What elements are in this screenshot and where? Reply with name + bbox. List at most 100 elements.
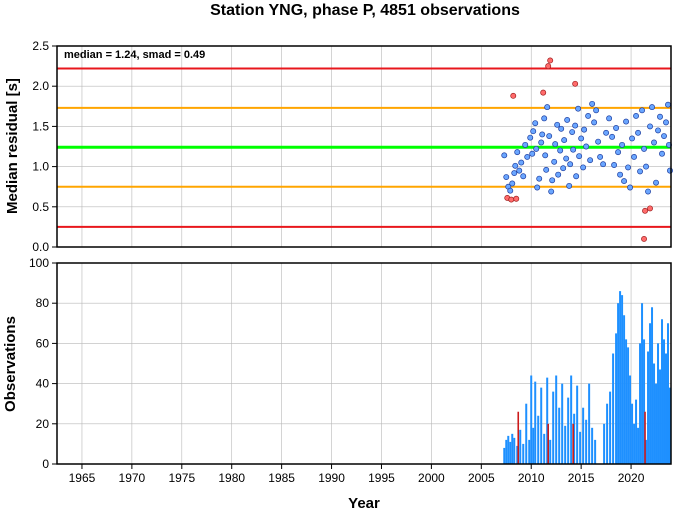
residual-point [564,117,571,123]
outlier-point [641,236,647,242]
residual-point [543,166,550,173]
residual-point [566,182,573,189]
residual-point [530,128,537,135]
residual-y-ticks: 0.0 0.5 1.0 1.5 2.0 2.5 [32,39,57,254]
residual-point [572,122,579,129]
residual-y-tick-label: 0.0 [32,240,49,254]
residual-point [544,104,551,111]
observations-y-tick-label: 80 [36,296,50,310]
residual-point [524,154,531,160]
x-tick-label: 1975 [168,471,195,485]
residual-y-tick-label: 2.5 [32,39,49,53]
residual-point [580,164,587,171]
residual-point [617,171,624,178]
residual-point [581,126,588,133]
residual-point [533,145,540,152]
x-tick-label: 2010 [518,471,545,485]
outlier-point [545,63,552,70]
residual-point [603,129,610,136]
residual-point [503,174,510,181]
residual-point [512,162,519,169]
residual-point [637,168,644,175]
residual-point [552,141,559,148]
residual-point [516,167,523,174]
outlier-point [508,196,515,203]
residual-point [534,184,541,191]
outlier-point [513,195,520,202]
residual-y-tick-label: 1.5 [32,119,49,133]
x-tick-label: 2020 [618,471,645,485]
residual-point [643,163,649,170]
residual-point [573,173,580,180]
residual-point [551,158,558,165]
outlier-point [572,80,579,87]
residual-point [578,135,585,142]
residual-point [647,123,653,130]
residual-point [518,159,525,166]
stats-annotation: median = 1.24, smad = 0.49 [64,49,205,61]
residual-point [558,125,565,132]
residual-point [593,107,600,114]
residual-point [567,161,574,168]
residual-point [520,173,527,180]
observations-y-tick-label: 40 [36,377,50,391]
residual-point [538,139,545,146]
residual-point [645,188,651,195]
residual-point [635,129,642,136]
residual-point [527,134,534,141]
residual-point [555,171,562,178]
residual-point [631,154,638,160]
residual-point [569,129,576,135]
residual-point [557,147,564,154]
residual-panel: 0.0 0.5 1.0 1.5 2.0 2.5 median = 1.24, smad =… [4,39,673,254]
residual-point [541,115,548,122]
residual-point [667,167,673,174]
observations-bars [503,291,672,464]
observations-y-ticks: 0 20 40 60 80 100 [29,256,57,471]
residual-point [509,180,516,187]
observations-panel-frame [56,262,672,465]
residual-point [641,145,647,152]
residual-point [659,150,665,157]
residual-point [587,157,594,164]
residual-point [600,161,607,168]
outlier-point [647,205,653,212]
residual-point [561,137,568,144]
residual-point [597,154,604,160]
x-tick-label: 2000 [418,471,445,485]
residual-point [532,120,539,127]
x-tick-label: 1985 [268,471,295,485]
residual-y-tick-label: 2.0 [32,79,49,93]
residual-point [621,178,628,185]
residual-point [539,131,546,138]
x-axis-ticks: 1965 1970 1975 1980 1985 1990 1995 2000 2005 2010… [69,464,645,485]
x-tick-label: 2005 [468,471,495,485]
residual-point [633,112,640,119]
residual-point [546,133,553,139]
residual-point [623,118,630,125]
residual-y-tick-label: 0.5 [32,200,49,214]
x-tick-label: 1990 [318,471,345,485]
residual-point [554,121,561,128]
residual-panel-frame [56,45,672,248]
residual-point [595,138,602,145]
residual-point [606,115,613,122]
observations-y-tick-label: 100 [29,256,49,270]
residual-point [591,119,598,126]
residual-point [583,143,590,150]
residual-point [522,141,529,148]
residual-points [501,57,673,242]
residual-point [563,155,570,162]
residual-point [585,112,592,119]
residual-point [549,177,556,184]
observations-y-tick-label: 60 [36,336,50,350]
residual-point [649,104,655,111]
chart-title: Station YNG, phase P, 4851 observations [210,2,520,19]
residual-point [560,165,567,172]
outlier-point [642,207,648,214]
x-tick-label: 2015 [568,471,595,485]
residual-point [570,146,577,153]
observations-y-axis-label: Observations [2,316,19,412]
residual-point [542,152,549,159]
